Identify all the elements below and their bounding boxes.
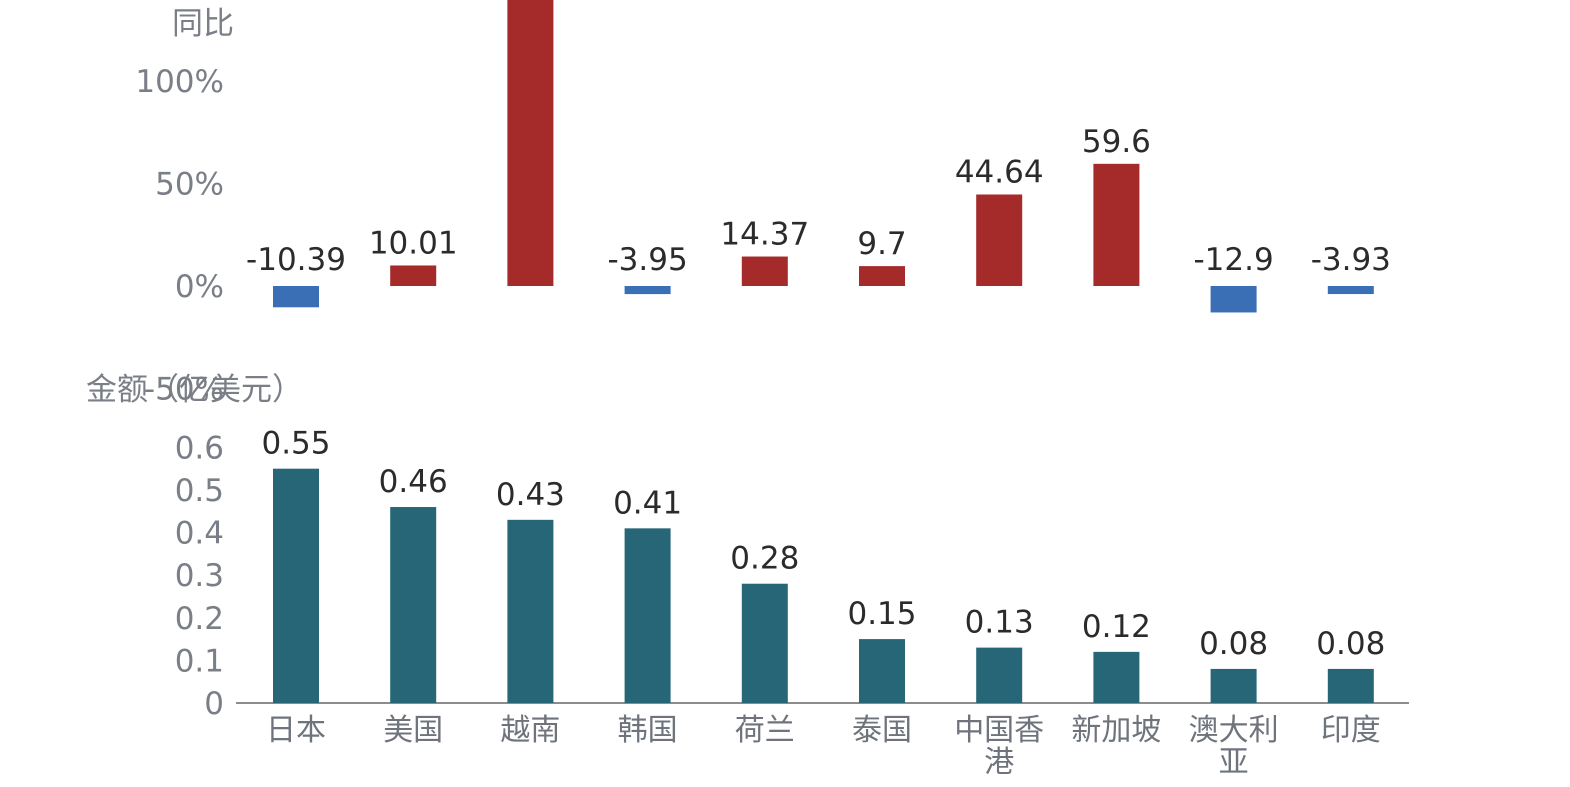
- yoy-tick-label: 100%: [135, 64, 224, 100]
- yoy-tick-label: 0%: [175, 269, 224, 305]
- amount-bar: [1327, 668, 1374, 703]
- yoy-data-label: 9.7: [857, 226, 906, 262]
- amount-tick-label: 0: [204, 686, 224, 722]
- amount-tick-label: 0.5: [175, 473, 224, 509]
- amount-data-label: 0.55: [261, 426, 330, 462]
- amount-data-label: 0.28: [730, 541, 799, 577]
- yoy-bar: [507, 0, 554, 287]
- category-label: 韩国: [618, 713, 678, 748]
- amount-tick-label: 0.6: [175, 430, 224, 466]
- amount-data-label: 0.46: [379, 464, 448, 500]
- amount-tick-label: 0.2: [175, 601, 224, 637]
- yoy-tick-label: 50%: [155, 167, 224, 203]
- amount-bar: [624, 528, 671, 703]
- yoy-chart: 同比 200%150%100%50%0%-50%-10.3910.01199.0…: [135, 0, 1391, 408]
- amount-data-label: 0.08: [1316, 626, 1385, 662]
- amount-data-label: 0.41: [613, 485, 682, 521]
- amount-chart: 金额（亿美元） 0.6 0.5 0.4 0.3 0.2 0.1 0 0.55 日本 0.46 美国 0…: [86, 372, 1409, 780]
- yoy-bar: [273, 286, 319, 308]
- category-label: 印度: [1321, 713, 1381, 748]
- amount-bar: [976, 647, 1023, 703]
- amount-data-label: 0.15: [847, 596, 916, 632]
- category-label: 泰国: [852, 713, 912, 748]
- yoy-tick-label: -50%: [144, 372, 224, 408]
- yoy-data-label: -3.95: [607, 242, 687, 278]
- yoy-bar: [624, 286, 671, 295]
- yoy-bar: [390, 265, 437, 286]
- category-label: 澳大利: [1189, 713, 1279, 748]
- amount-data-label: 0.08: [1199, 626, 1268, 662]
- category-label: 中国香: [954, 713, 1044, 748]
- yoy-bar: [741, 256, 788, 286]
- amount-bar: [507, 519, 554, 703]
- yoy-data-label: -12.9: [1193, 242, 1273, 278]
- amount-bar: [1210, 668, 1257, 703]
- yoy-data-label: -3.93: [1311, 242, 1391, 278]
- category-label: 日本: [266, 713, 326, 748]
- amount-bar: [859, 639, 905, 703]
- yoy-bar: [1327, 286, 1374, 295]
- yoy-data-label: 59.6: [1082, 124, 1151, 160]
- amount-bar: [273, 468, 319, 703]
- amount-data-label: 0.12: [1082, 609, 1151, 645]
- yoy-axis-title: 同比: [172, 6, 234, 42]
- amount-tick-label: 0.1: [175, 643, 224, 679]
- yoy-bar: [1093, 163, 1140, 286]
- yoy-data-label: 14.37: [720, 217, 809, 253]
- amount-tick-label: 0.4: [175, 516, 224, 552]
- amount-bar: [390, 507, 437, 703]
- amount-tick-label: 0.3: [175, 558, 224, 594]
- amount-bar: [741, 583, 788, 703]
- category-label: 美国: [383, 713, 443, 748]
- amount-data-label: 0.43: [496, 477, 565, 513]
- category-label: 荷兰: [735, 713, 795, 748]
- amount-data-label: 0.13: [965, 605, 1034, 641]
- yoy-bar: [859, 266, 905, 286]
- amount-axis-title: 金额（亿美元）: [86, 372, 303, 408]
- category-label: 新加坡: [1071, 713, 1161, 748]
- category-label: 港: [984, 745, 1014, 780]
- category-label: 越南: [500, 713, 560, 748]
- yoy-data-label: 44.64: [955, 154, 1044, 190]
- yoy-data-label: 10.01: [369, 225, 458, 261]
- yoy-bar: [1210, 286, 1257, 313]
- category-label: 亚: [1219, 745, 1249, 780]
- yoy-data-label: -10.39: [246, 242, 346, 278]
- amount-bar: [1093, 651, 1140, 703]
- yoy-bar: [976, 194, 1023, 286]
